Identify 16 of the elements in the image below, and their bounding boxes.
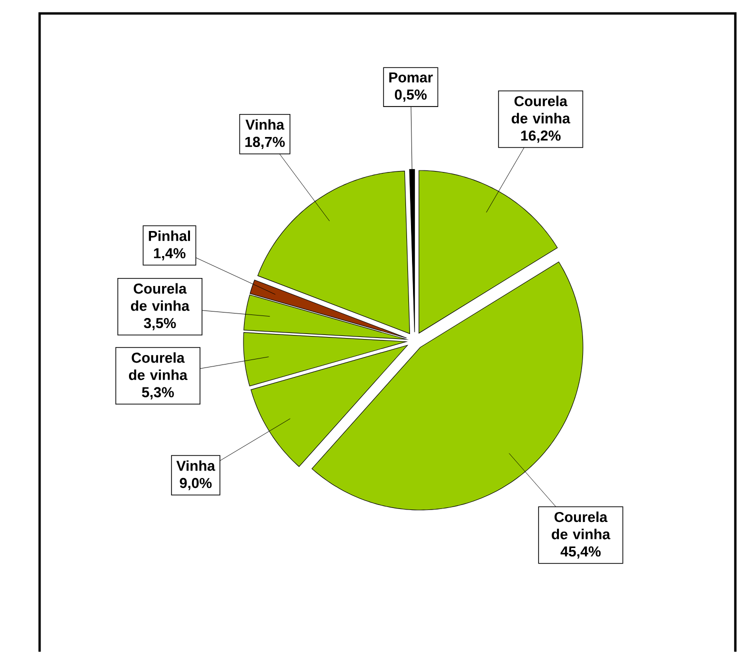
slice-label: Vinha	[246, 119, 284, 130]
slice-label: Vinha	[176, 460, 216, 471]
data-label: 18,7%	[245, 136, 285, 150]
slice-label: Courela de vinha	[512, 96, 570, 124]
data-label: 1,4%	[154, 248, 186, 260]
data-label: 16,2%	[521, 130, 561, 143]
data-label: 0,5%	[394, 90, 427, 102]
slice-label: Pomar	[389, 72, 433, 82]
slice-label: Courela de vinha	[130, 283, 190, 311]
data-label: 45,4%	[560, 546, 601, 559]
data-label: 3,5%	[144, 318, 176, 330]
data-label: 9,0%	[180, 478, 212, 490]
slice-label: Pinhal	[148, 230, 190, 242]
slice-label: Courela de vinha	[552, 512, 610, 540]
data-label: 5,3%	[142, 387, 174, 400]
slice-label: Courela de vinha	[128, 352, 188, 380]
